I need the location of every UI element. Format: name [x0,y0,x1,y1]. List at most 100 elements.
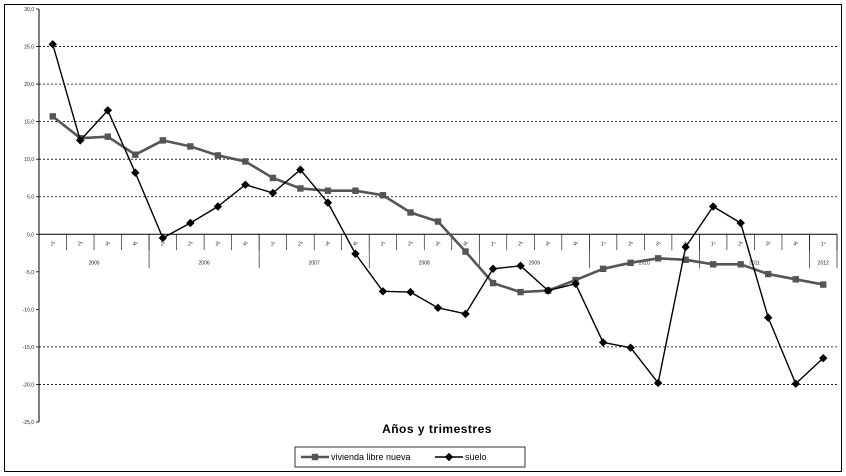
data-point [242,158,249,165]
data-point [48,40,57,49]
data-point [103,106,112,115]
data-point [681,242,690,252]
data-point [187,143,194,150]
y-tick-label: 10,0 [24,157,34,163]
data-point [104,133,111,140]
legend: vivienda libre nueva suelo [294,446,526,468]
legend-label: vivienda libre nueva [331,452,411,462]
x-tick-label: 1º [271,241,276,247]
legend-label: suelo [465,452,487,462]
series-suelo [48,40,828,388]
x-axis-title: Años y trimestres [382,422,492,436]
data-point [764,313,773,322]
line-chart: 1º 2º 3º 4º 1º 2º 3º 4º 1º 2º 3º 4º 1º 2º 3º 4º 1º 2º 3º 4º… [23,7,838,468]
data-point [654,255,662,262]
data-point [296,165,305,174]
data-point [489,279,497,287]
x-tick-label: 1º [821,241,826,247]
data-point [268,188,278,198]
year-label: 2005 [88,260,99,266]
data-point [819,353,828,363]
data-point [186,218,195,228]
data-point [571,279,580,289]
series-line [52,44,824,385]
data-point [709,261,717,268]
series-layer [48,40,828,388]
y-tick-label: 5,0 [27,195,34,201]
x-tick-label: 2º [188,241,193,247]
data-point [379,192,387,199]
data-point [76,136,85,145]
x-tick-label: 4º [353,241,358,247]
data-point [792,276,799,283]
data-point [599,265,607,273]
data-point [434,218,442,225]
legend-marker [311,453,319,461]
data-point [626,343,635,352]
x-tick-label: 4º [243,241,248,247]
data-point [598,338,608,347]
y-tick-label: -15,0 [23,345,35,351]
x-tick-label: 4º [573,241,578,247]
y-tick-label: 30,0 [24,7,34,13]
data-point [682,256,689,264]
x-tick-label: 1º [711,241,716,247]
x-tick-label: 1º [381,241,386,247]
x-tick-label: 2º [408,241,413,247]
year-label: 2011 [749,260,760,266]
x-tick-label: 3º [656,241,661,247]
data-point [241,180,250,189]
y-tick-label: 20,0 [24,82,34,88]
year-label: 2006 [199,260,210,266]
x-tick-label: 1º [161,241,166,247]
y-tick-label: -5,0 [25,270,34,276]
series-vivienda [49,113,827,296]
data-point [517,288,524,296]
data-point [351,249,360,258]
data-point [159,137,167,144]
y-tick-label: -20,0 [23,382,35,388]
x-tick-label: 3º [546,241,551,247]
data-point [708,202,718,211]
year-label: 2012 [818,260,829,266]
legend-item-vivienda: vivienda libre nueva [301,452,411,462]
data-point [131,168,140,177]
y-tick-label: -10,0 [23,307,35,313]
grid-lines [39,46,837,385]
data-point [765,270,772,278]
x-tick-label: 3º [766,241,771,247]
data-point [49,113,56,120]
x-tick-label: 1º [50,241,55,247]
x-tick-label: 3º [436,241,441,247]
x-tick-label: 1º [491,241,496,247]
data-point [378,287,388,296]
x-axis: 1º 2º 3º 4º 1º 2º 3º 4º 1º 2º 3º 4º 1º 2º 3º 4º 1º 2º 3º 4º… [38,234,838,269]
data-point [461,309,470,319]
data-point [791,379,800,388]
y-tick-label: 25,0 [24,45,34,51]
x-tick-label: 2º [298,241,303,247]
data-point [213,202,223,211]
year-label: 2010 [639,260,650,266]
x-tick-label: 4º [463,241,468,247]
data-point [820,281,827,288]
x-tick-label: 3º [326,241,331,247]
data-point [352,187,359,194]
chart-frame: 1º 2º 3º 4º 1º 2º 3º 4º 1º 2º 3º 4º 1º 2º 3º 4º 1º 2º 3º 4º… [4,4,842,472]
x-tick-label: 4º [133,241,138,247]
y-tick-label: 0,0 [27,232,34,238]
y-tick-label: -25,0 [23,420,35,426]
data-point [653,378,663,388]
y-axis: 30,0 25,0 20,0 15,0 10,0 5,0 0,0 -5,0 -10,0 -15,0… [23,7,39,426]
data-point [407,209,414,216]
data-point [323,198,333,207]
legend-box [294,446,526,468]
x-tick-label: 2º [738,241,743,247]
data-point [488,264,498,274]
legend-item-suelo: suelo [435,452,487,462]
axes [38,9,837,422]
x-tick-label: 2º [628,241,633,247]
x-tick-label: 1º [601,241,606,247]
data-point [406,287,415,297]
series-line [51,115,824,294]
